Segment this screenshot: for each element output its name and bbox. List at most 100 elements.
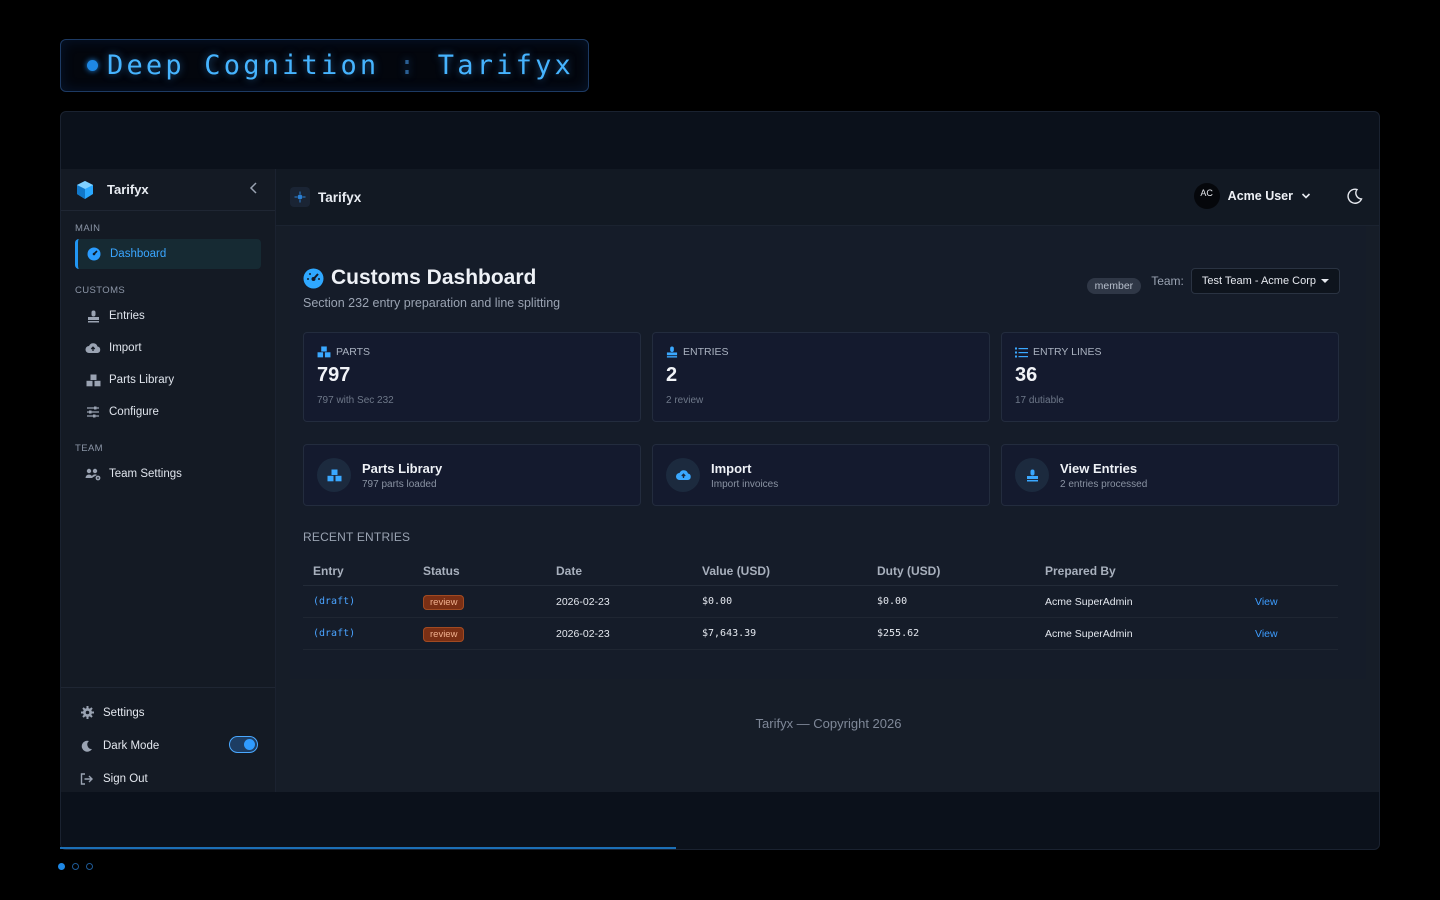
- value-cell: $7,643.39: [702, 628, 757, 639]
- stat-subtext: 17 dutiable: [1015, 395, 1064, 406]
- sidebar-item-label: Import: [109, 342, 142, 354]
- sidebar-item-team-settings[interactable]: Team Settings: [75, 459, 261, 489]
- section-label-customs: CUSTOMS: [75, 285, 126, 296]
- sidebar-item-entries[interactable]: Entries: [75, 301, 261, 331]
- stat-label: PARTS: [336, 346, 371, 358]
- stat-value: 2: [666, 364, 678, 386]
- stat-subtext: 2 review: [666, 395, 704, 406]
- column-header-entry[interactable]: Entry: [313, 563, 344, 578]
- gear-icon: [79, 706, 95, 719]
- stat-header: ENTRY LINES: [1015, 346, 1325, 358]
- app-frame: Tarifyx MAIN Dashboard CUSTOMS Entries I…: [60, 111, 1380, 850]
- quick-link-import[interactable]: Import Import invoices: [652, 444, 990, 506]
- team-select[interactable]: Test Team - Acme Corp: [1190, 268, 1340, 294]
- sidebar-item-import[interactable]: Import: [75, 333, 261, 363]
- sign-out-link[interactable]: Sign Out: [61, 762, 275, 795]
- sidebar-footer: Settings Dark Mode Sign Out: [61, 687, 275, 792]
- status-dot: [87, 60, 98, 71]
- sidebar-item-label: Dashboard: [110, 248, 167, 260]
- topbar-title: Tarifyx: [318, 189, 362, 205]
- prepared-by-cell: Acme SuperAdmin: [1045, 595, 1133, 608]
- view-link[interactable]: View: [1255, 595, 1278, 608]
- dark-mode-label: Dark Mode: [103, 739, 160, 752]
- section-label-team: TEAM: [75, 443, 103, 454]
- quick-link-subtitle: 797 parts loaded: [362, 478, 437, 490]
- quick-link-view-entries[interactable]: View Entries 2 entries processed: [1001, 444, 1339, 506]
- sidebar-brand[interactable]: Tarifyx: [61, 169, 275, 211]
- sidebar-item-dashboard[interactable]: Dashboard: [75, 239, 261, 269]
- app-logo-icon: [290, 187, 310, 207]
- sign-out-icon: [79, 772, 95, 785]
- user-name: Acme User: [1227, 189, 1293, 203]
- list-icon: [1015, 347, 1028, 358]
- dark-mode-toggle[interactable]: [229, 736, 258, 753]
- recent-entries-table: Entry Status Date Value (USD) Duty (USD)…: [303, 556, 1338, 650]
- status-cell: review: [423, 594, 556, 610]
- sidebar-item-parts-library[interactable]: Parts Library: [75, 365, 261, 395]
- column-header-date[interactable]: Date: [556, 563, 583, 578]
- cubes-icon: [317, 458, 351, 492]
- sidebar-item-label: Entries: [109, 310, 145, 322]
- cloud-upload-icon: [85, 340, 101, 356]
- stat-label: ENTRIES: [683, 346, 729, 358]
- slide-progress-bar: [60, 847, 676, 849]
- sidebar-item-label: Team Settings: [109, 468, 182, 480]
- sidebar-item-label: Parts Library: [109, 374, 175, 386]
- recent-entries-heading: RECENT ENTRIES: [303, 530, 411, 544]
- banner-title: Deep Cognition : Tarifyx: [107, 50, 574, 81]
- pagination-dots: [58, 863, 93, 870]
- quick-link-parts-library[interactable]: Parts Library 797 parts loaded: [303, 444, 641, 506]
- table-header: Entry Status Date Value (USD) Duty (USD)…: [303, 556, 1338, 586]
- title-banner: Deep Cognition : Tarifyx: [60, 39, 589, 92]
- sign-out-label: Sign Out: [103, 772, 148, 785]
- stat-label: ENTRY LINES: [1033, 346, 1102, 358]
- top-bar: Tarifyx AC Acme User: [276, 169, 1379, 226]
- date-cell: 2026-02-23: [556, 595, 610, 608]
- pagination-dot-active[interactable]: [58, 863, 65, 870]
- cubes-icon: [85, 372, 101, 388]
- pagination-dot[interactable]: [86, 863, 93, 870]
- section-label-main: MAIN: [75, 223, 101, 234]
- column-header-value[interactable]: Value (USD): [702, 563, 771, 578]
- pagination-dot[interactable]: [72, 863, 79, 870]
- settings-link[interactable]: Settings: [61, 696, 275, 729]
- cube-logo-icon: [77, 180, 93, 199]
- sidebar: Tarifyx MAIN Dashboard CUSTOMS Entries I…: [61, 169, 276, 792]
- users-cog-icon: [85, 466, 101, 482]
- entry-number[interactable]: (draft): [313, 596, 356, 607]
- avatar: AC: [1193, 183, 1220, 209]
- chevron-left-icon[interactable]: [247, 181, 261, 195]
- column-header-status[interactable]: Status: [423, 563, 460, 578]
- stamp-icon: [666, 346, 678, 358]
- date-cell: 2026-02-23: [556, 627, 610, 640]
- entry-number[interactable]: (draft): [313, 628, 356, 639]
- stat-subtext: 797 with Sec 232: [317, 395, 394, 406]
- moon-icon: [79, 740, 95, 752]
- quick-link-title: Import: [711, 460, 752, 476]
- status-badge: review: [423, 594, 465, 610]
- column-header-duty[interactable]: Duty (USD): [877, 563, 941, 578]
- theme-toggle-moon-icon[interactable]: [1347, 188, 1363, 204]
- duty-cell: $255.62: [877, 628, 920, 639]
- dashboard-gauge-icon: [303, 268, 324, 288]
- chevron-down-icon: [1301, 193, 1311, 199]
- role-badge: member: [1086, 278, 1142, 294]
- column-header-prepared-by[interactable]: Prepared By: [1045, 563, 1116, 578]
- quick-link-title: Parts Library: [362, 460, 443, 476]
- team-label: Team:: [1151, 274, 1184, 288]
- main-area: Tarifyx AC Acme User Customs Dashboard S…: [276, 169, 1379, 792]
- prepared-by-cell: Acme SuperAdmin: [1045, 627, 1133, 640]
- page-title: Customs Dashboard: [331, 266, 537, 289]
- user-menu[interactable]: AC Acme User: [1193, 183, 1311, 209]
- dashboard-content: Customs Dashboard Section 232 entry prep…: [290, 226, 1366, 679]
- sidebar-item-configure[interactable]: Configure: [75, 397, 261, 427]
- table-row: (draft) review 2026-02-23 $0.00 $0.00 Ac…: [303, 586, 1338, 618]
- view-link[interactable]: View: [1255, 627, 1278, 640]
- quick-link-subtitle: Import invoices: [711, 478, 779, 490]
- cloud-upload-icon: [666, 458, 700, 492]
- value-cell: $0.00: [702, 596, 733, 607]
- stamp-icon: [1015, 458, 1049, 492]
- page-title-row: Customs Dashboard: [303, 266, 536, 290]
- stat-card-entry-lines: ENTRY LINES 36 17 dutiable: [1001, 332, 1339, 422]
- status-cell: review: [423, 626, 556, 642]
